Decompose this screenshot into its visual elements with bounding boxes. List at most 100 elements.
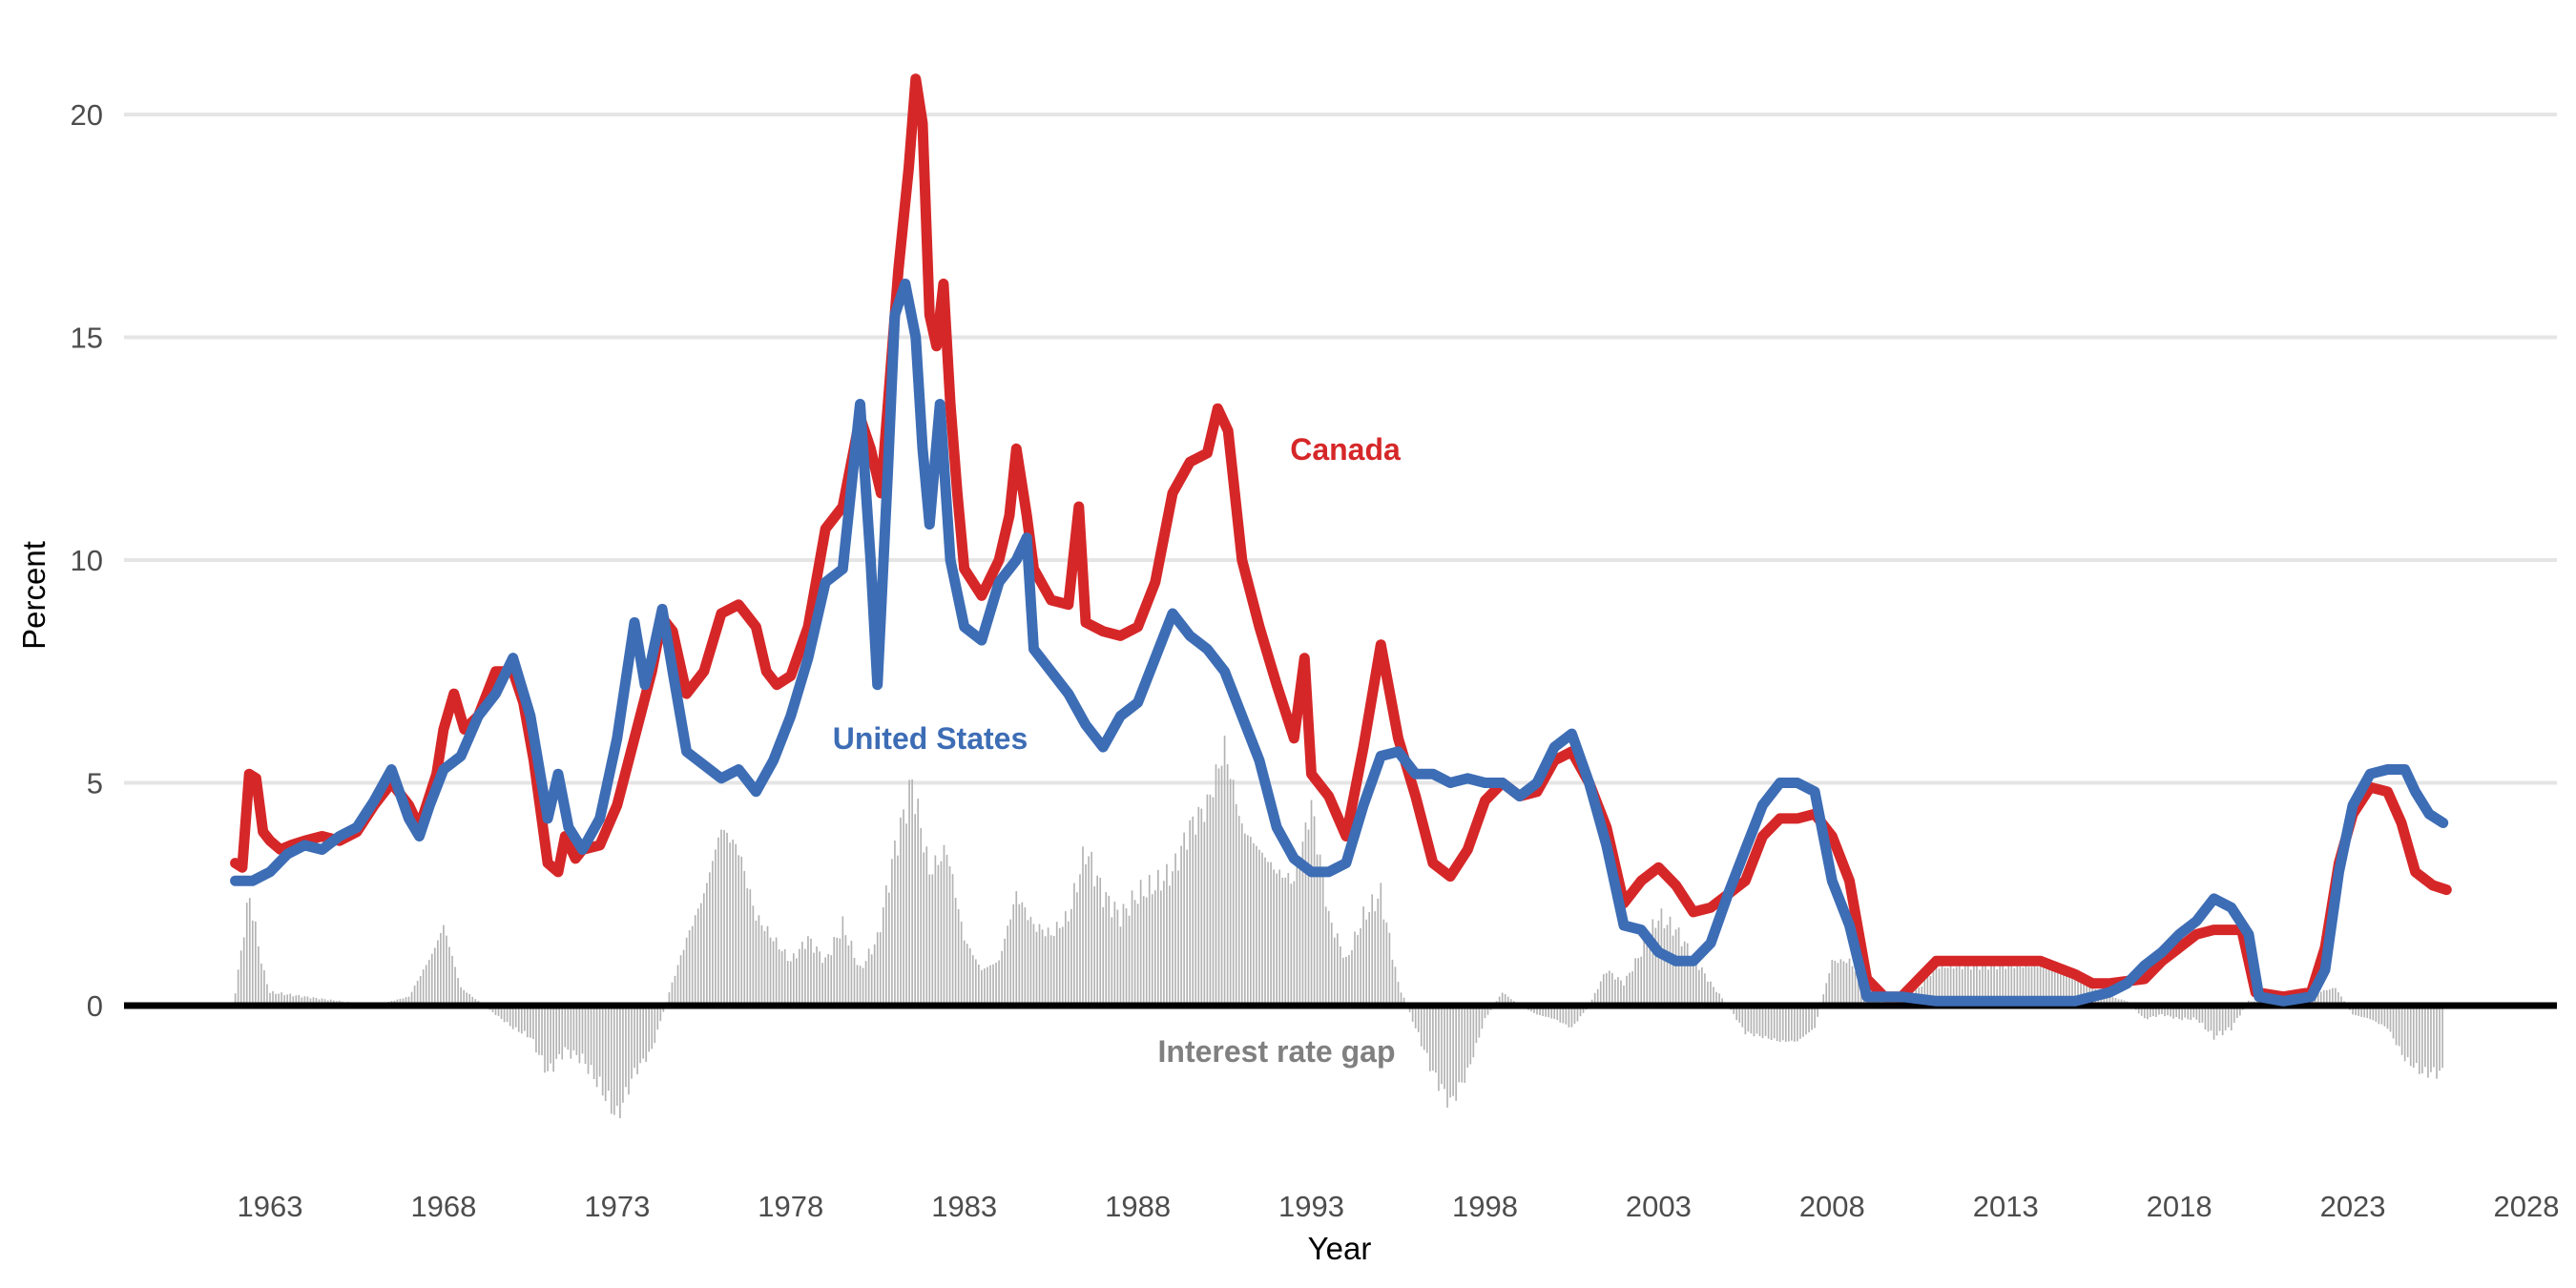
gap-bar	[1273, 869, 1275, 1006]
gap-bar	[769, 937, 772, 1006]
gap-bar	[628, 1006, 630, 1095]
gap-bar	[694, 915, 696, 1006]
gap-bar	[2418, 1006, 2420, 1074]
gap-bar	[1174, 853, 1176, 1006]
gap-bar	[1707, 981, 1709, 1006]
gap-bar	[740, 856, 743, 1006]
gap-bar	[981, 969, 983, 1006]
gap-bar	[1634, 958, 1636, 1006]
gap-bar	[801, 942, 803, 1006]
gap-bar	[758, 915, 760, 1006]
x-tick-label-2018: 2018	[2147, 1190, 2212, 1223]
gap-bar	[578, 1006, 581, 1064]
gap-bar	[1533, 1006, 1535, 1013]
gap-bar	[1284, 877, 1287, 1006]
gap-bar	[2201, 1006, 2204, 1023]
gap-bar	[1111, 917, 1113, 1006]
gap-bar	[1568, 1006, 1570, 1028]
gap-bar	[1195, 834, 1197, 1006]
gap-bar	[1113, 902, 1116, 1006]
gap-bar	[1333, 937, 1336, 1006]
gap-bar	[471, 996, 474, 1006]
gap-bar	[2378, 1006, 2380, 1025]
gap-bar	[1666, 924, 1669, 1006]
gap-bar	[1701, 966, 1703, 1006]
gap-bar	[1753, 1006, 1755, 1037]
gap-bar	[1186, 849, 1188, 1006]
gap-bar	[466, 992, 468, 1006]
gap-bar	[440, 932, 442, 1006]
gap-bar	[1212, 797, 1215, 1006]
gap-bar	[1683, 941, 1686, 1006]
gap-bar	[1125, 908, 1128, 1006]
gap-bar	[446, 935, 447, 1006]
gap-bar	[2212, 1006, 2215, 1040]
gap-bar	[1637, 958, 1639, 1006]
gap-bar	[2016, 962, 2019, 1006]
gap-bar	[2337, 992, 2339, 1006]
gap-bar	[2403, 1006, 2406, 1062]
gap-bar	[1646, 943, 1649, 1006]
gap-bar	[987, 966, 988, 1006]
gap-bar	[1119, 926, 1122, 1006]
gap-bar	[2328, 989, 2331, 1006]
gap-bar	[511, 1006, 514, 1029]
gap-bar	[1192, 816, 1195, 1006]
gap-bar	[572, 1006, 575, 1050]
gap-bar	[468, 993, 471, 1006]
gap-bar	[2143, 1006, 2146, 1019]
gap-bar	[2184, 1006, 2187, 1018]
gap-bar	[827, 954, 830, 1006]
gap-bar	[908, 779, 910, 1006]
gap-bar	[2427, 1006, 2429, 1078]
gap-bar	[2027, 966, 2030, 1006]
gap-bar	[581, 1006, 584, 1054]
gap-bar	[971, 955, 974, 1006]
gap-bar	[833, 937, 836, 1006]
gap-bar	[1380, 883, 1382, 1006]
united-states-line	[230, 279, 2449, 1007]
x-tick-label-2023: 2023	[2320, 1190, 2386, 1223]
gap-bar	[1839, 959, 1842, 1006]
y-tick-label-15: 15	[71, 322, 103, 355]
gap-bar	[520, 1006, 523, 1034]
gap-bar	[925, 846, 928, 1006]
gap-bar	[258, 945, 260, 1006]
gap-bar	[1298, 862, 1301, 1006]
gap-bar	[1397, 982, 1400, 1006]
gap-bar	[1425, 1006, 1428, 1053]
gap-bar	[1009, 919, 1012, 1006]
x-tick-label-1973: 1973	[584, 1190, 650, 1223]
gap-bar	[1710, 981, 1712, 1006]
gap-bar	[2340, 996, 2342, 1006]
gap-bar	[864, 961, 867, 1006]
gap-bar	[859, 966, 862, 1006]
gap-bar	[795, 958, 798, 1006]
gap-bar	[2106, 994, 2109, 1006]
gap-bar	[2152, 1006, 2154, 1017]
gap-bar	[1984, 963, 1986, 1006]
gap-bar	[752, 905, 755, 1006]
gap-bar	[1602, 974, 1605, 1006]
gap-bar	[992, 964, 994, 1006]
gap-bar	[1307, 829, 1310, 1006]
gap-bar	[940, 861, 943, 1006]
gap-bar	[506, 1006, 509, 1023]
gap-bar	[1345, 956, 1347, 1006]
gap-bar	[1235, 803, 1237, 1006]
gap-bar	[541, 1006, 543, 1056]
gap-bar	[552, 1006, 554, 1072]
gap-bar	[1256, 845, 1257, 1006]
gap-bar	[2400, 1006, 2403, 1055]
gap-bar	[303, 996, 306, 1006]
gap-bar	[601, 1006, 604, 1096]
gap-bar	[2430, 1006, 2432, 1072]
gap-bar	[1814, 1006, 1816, 1028]
gap-bar	[1076, 892, 1078, 1006]
gap-bar	[1797, 1006, 1798, 1042]
gap-bar	[575, 1006, 578, 1055]
gap-bar	[717, 837, 719, 1006]
gap-bar	[1253, 842, 1255, 1006]
gap-bar	[1466, 1006, 1469, 1068]
gap-bar	[425, 965, 427, 1006]
